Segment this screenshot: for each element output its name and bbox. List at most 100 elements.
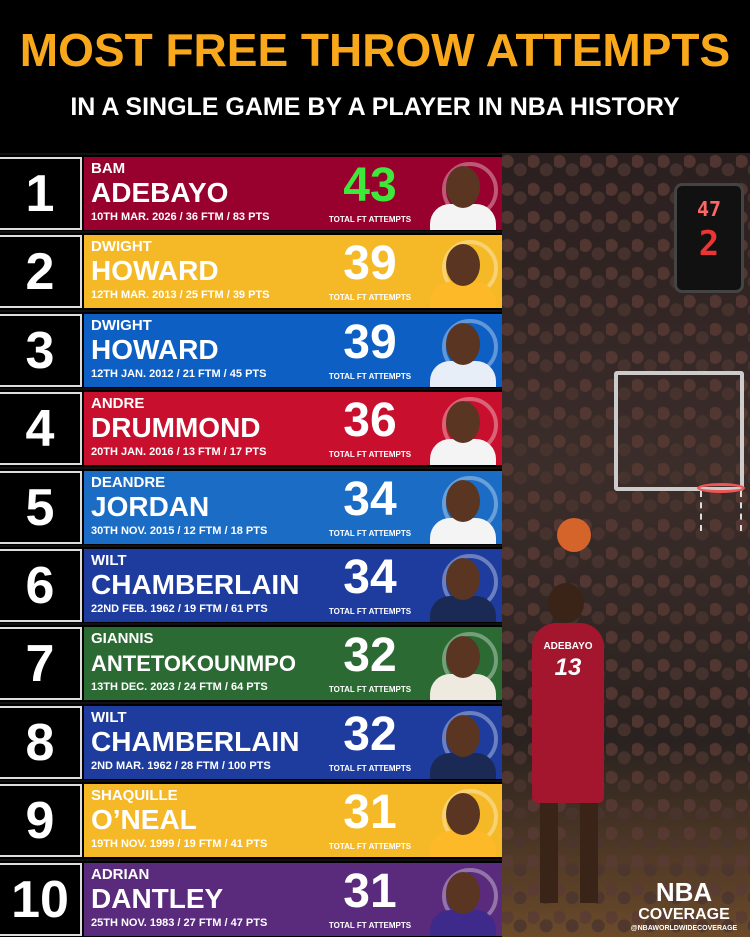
ft-attempts-value: 32 [343,707,397,761]
player-band: DWIGHT HOWARD 12TH JAN. 2012 / 21 FTM / … [84,313,502,387]
player-jersey-shape [430,360,496,387]
ft-attempts-value: 31 [343,786,397,840]
ft-attempts-value: 43 [343,159,397,212]
player-jersey-shape [430,204,496,230]
brand-handle: @NBAWORLDWIDECOVERAGE [630,925,738,932]
ft-attempts-value: 31 [343,864,397,918]
rank-number: 3 [0,313,82,387]
player-head-shape [446,793,480,836]
rank-number: 4 [0,392,82,466]
player-jersey: ADEBAYO 13 [532,623,604,803]
ranking-row: 5 DEANDRE JORDAN 30TH NOV. 2015 / 12 FTM… [0,466,502,545]
player-head-shape [446,479,480,522]
ft-attempts-label: TOTAL FT ATTEMPTS [328,763,412,773]
shot-clock: 47 2 [674,183,744,293]
brand-line-1: NBA [655,877,713,907]
player-last-name: ANTETOKOUNMPO [91,651,296,677]
player-head-shape [446,322,480,365]
page-title: MOST FREE THROW ATTEMPTS [19,24,731,76]
player-band: ADRIAN DANTLEY 25TH NOV. 1983 / 27 FTM /… [84,862,502,936]
ft-attempts-label: TOTAL FT ATTEMPTS [328,842,412,852]
hoop-net [700,491,742,531]
player-headshot [426,630,498,701]
ranking-row: 3 DWIGHT HOWARD 12TH JAN. 2012 / 21 FTM … [0,309,502,388]
ft-attempts-label: TOTAL FT ATTEMPTS [328,685,412,695]
ranking-row: 7 GIANNIS ANTETOKOUNMPO 13TH DEC. 2023 /… [0,623,502,701]
player-first-name: DEANDRE [91,473,166,491]
player-last-name: CHAMBERLAIN [91,725,300,757]
hoop-rim [697,483,745,493]
brand-line-2: COVERAGE [638,906,730,923]
ranking-row: 1 BAM ADEBAYO 10TH MAR. 2026 / 36 FTM / … [0,153,502,231]
player-jersey-shape [430,909,496,936]
ranking-list: 1 BAM ADEBAYO 10TH MAR. 2026 / 36 FTM / … [0,153,502,937]
ft-attempts-label: TOTAL FT ATTEMPTS [328,215,412,224]
player-jersey-shape [430,517,496,544]
shot-clock-value: 47 [696,197,722,221]
player-first-name: WILT [91,551,127,569]
ft-attempts-label: TOTAL FT ATTEMPTS [328,920,412,930]
player-band: DWIGHT HOWARD 12TH MAR. 2013 / 25 FTM / … [84,235,502,309]
game-details: 13TH DEC. 2023 / 24 FTM / 64 PTS [91,681,268,694]
player-first-name: SHAQUILLE [91,787,178,805]
player-head-shape [446,166,480,208]
game-details: 22ND FEB. 1962 / 19 FTM / 61 PTS [91,602,268,615]
player-last-name: DANTLEY [91,882,224,914]
rank-number: 1 [0,157,82,230]
ft-attempts-label: TOTAL FT ATTEMPTS [328,371,412,381]
player-headshot [426,552,498,622]
player-headshot [426,709,498,779]
player-headshot [426,160,498,230]
player-last-name: DRUMMOND [91,412,261,444]
ft-attempts-value: 39 [343,315,397,369]
ft-attempts-label: TOTAL FT ATTEMPTS [328,293,412,303]
brand-logo: NBA COVERAGE @NBAWORLDWIDECOVERAGE [624,878,744,933]
ft-attempts-value: 39 [343,237,397,291]
game-details: 19TH NOV. 1999 / 19 FTM / 41 PTS [91,838,268,851]
rank-number: 7 [0,627,82,701]
player-band: BAM ADEBAYO 10TH MAR. 2026 / 36 FTM / 83… [84,157,502,230]
ft-attempts-label: TOTAL FT ATTEMPTS [328,528,412,538]
header: MOST FREE THROW ATTEMPTS IN A SINGLE GAM… [0,0,750,150]
player-last-name: CHAMBERLAIN [91,568,300,600]
jersey-number: 13 [554,654,582,681]
rank-number: 5 [0,470,82,544]
ranking-row: 4 ANDRE DRUMMOND 20TH JAN. 2016 / 13 FTM… [0,388,502,466]
game-details: 25TH NOV. 1983 / 27 FTM / 47 PTS [91,916,268,929]
rank-number: 2 [0,235,82,309]
rank-number: 8 [0,705,82,779]
player-band: GIANNIS ANTETOKOUNMPO 13TH DEC. 2023 / 2… [84,627,502,701]
player-first-name: DWIGHT [91,316,152,334]
player-band: ANDRE DRUMMOND 20TH JAN. 2016 / 13 FTM /… [84,392,502,466]
game-details: 20TH JAN. 2016 / 13 FTM / 17 PTS [91,446,267,459]
player-first-name: WILT [91,708,127,726]
rank-number: 10 [0,862,82,936]
player-jersey-shape [430,282,496,309]
player-first-name: ADRIAN [91,865,150,883]
player-last-name: HOWARD [91,333,219,365]
player-head [548,583,584,623]
rank-number: 6 [0,548,82,622]
ranking-row: 2 DWIGHT HOWARD 12TH MAR. 2013 / 25 FTM … [0,231,502,309]
ft-attempts-value: 32 [343,629,397,683]
player-band: WILT CHAMBERLAIN 22ND FEB. 1962 / 19 FTM… [84,548,502,622]
game-details: 30TH NOV. 2015 / 12 FTM / 18 PTS [91,524,268,537]
ranking-row: 9 SHAQUILLE O’NEAL 19TH NOV. 1999 / 19 F… [0,780,502,858]
player-photo: 47 2 ADEBAYO 13 NBA COVERAGE @NBAWORLDWI… [502,153,750,937]
shot-clock-seconds: 2 [698,224,720,264]
player-head-shape [446,714,480,757]
game-details: 10TH MAR. 2026 / 36 FTM / 83 PTS [91,211,270,223]
player-first-name: DWIGHT [91,238,152,256]
player-jersey-shape [430,674,496,701]
player-first-name: GIANNIS [91,630,154,648]
player-jersey-shape [430,752,496,779]
player-headshot [426,787,498,858]
jersey-name: ADEBAYO [543,641,593,652]
player-last-name: HOWARD [91,255,219,287]
player-head-shape [446,871,480,914]
game-details: 12TH JAN. 2012 / 21 FTM / 45 PTS [91,367,267,380]
backboard [614,371,744,491]
ft-attempts-label: TOTAL FT ATTEMPTS [328,450,412,460]
game-details: 2ND MAR. 1962 / 28 FTM / 100 PTS [91,759,271,772]
game-details: 12TH MAR. 2013 / 25 FTM / 39 PTS [91,289,270,302]
